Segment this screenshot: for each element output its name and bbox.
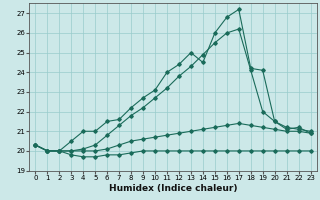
X-axis label: Humidex (Indice chaleur): Humidex (Indice chaleur) [109, 184, 237, 193]
